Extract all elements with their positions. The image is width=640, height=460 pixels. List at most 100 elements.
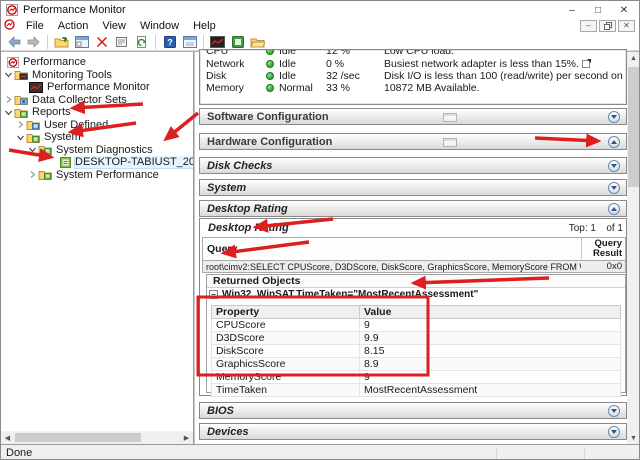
table-row: CPU Idle 12 % Low CPU load. bbox=[206, 49, 455, 58]
scroll-up-icon[interactable]: ▲ bbox=[630, 55, 637, 62]
maximize-button[interactable]: □ bbox=[594, 4, 602, 16]
help-icon[interactable]: ? bbox=[161, 34, 178, 50]
perfmon-node-icon bbox=[7, 56, 19, 68]
collapse-toggle-icon[interactable] bbox=[608, 111, 620, 123]
back-icon[interactable] bbox=[5, 34, 22, 50]
open-folder-icon[interactable] bbox=[249, 34, 266, 50]
collapse-toggle-icon[interactable] bbox=[608, 160, 620, 172]
menu-help[interactable]: Help bbox=[193, 20, 216, 32]
chevron-expanded-icon[interactable] bbox=[3, 70, 14, 79]
menu-window[interactable]: Window bbox=[139, 20, 180, 32]
property-table: Property Value CPUScore 9 D3DScore 9.9 Dis… bbox=[211, 305, 621, 397]
section-bios[interactable]: BIOS bbox=[199, 402, 627, 419]
chevron-collapsed-icon[interactable] bbox=[15, 120, 26, 129]
winsat-object-label: Win32_WinSAT.TimeTaken="MostRecentAssess… bbox=[222, 289, 479, 300]
desktop-rating-report: Desktop Rating Top: 1 of 1 Query Query R… bbox=[199, 218, 627, 397]
system-folder-icon bbox=[26, 132, 40, 143]
tree-item-system-performance[interactable]: System Performance bbox=[1, 169, 193, 182]
table-row: DiskScore 8.15 bbox=[211, 344, 621, 358]
mdi-minimize-button[interactable]: – bbox=[580, 20, 597, 32]
collapse-toggle-icon[interactable] bbox=[608, 203, 620, 215]
chevron-collapsed-icon[interactable] bbox=[3, 95, 14, 104]
perfmon-app-icon bbox=[6, 4, 18, 16]
performance-display-icon[interactable] bbox=[209, 34, 226, 50]
toolbar-separator bbox=[203, 34, 204, 49]
table-grid-icon bbox=[443, 113, 457, 122]
top-count-label[interactable]: Top: 1 bbox=[568, 223, 596, 234]
status-green-icon bbox=[266, 71, 274, 80]
performance-monitor-icon bbox=[29, 81, 43, 93]
svg-text:?: ? bbox=[167, 37, 173, 47]
mdi-close-button[interactable]: ✕ bbox=[618, 20, 635, 32]
menu-bar: File Action View Window Help bbox=[1, 19, 639, 33]
scrollbar-thumb[interactable] bbox=[628, 67, 639, 187]
table-row: Disk Idle 32 /sec Disk I/O is less than … bbox=[206, 69, 626, 82]
tree-horizontal-scrollbar[interactable]: ◀ ▶ bbox=[1, 431, 193, 444]
query-text: root\cimv2:SELECT CPUScore, D3DScore, Di… bbox=[206, 261, 581, 272]
tree-item-report-node[interactable]: DESKTOP-TABIUST_20190924-0 bbox=[1, 156, 193, 169]
user-defined-folder-icon bbox=[26, 119, 40, 131]
section-software-configuration[interactable]: Software Configuration bbox=[199, 108, 627, 125]
section-desktop-rating[interactable]: Desktop Rating bbox=[199, 200, 627, 217]
scroll-left-icon[interactable]: ◀ bbox=[4, 434, 11, 442]
status-green-icon bbox=[266, 59, 274, 68]
collapse-toggle-icon[interactable] bbox=[608, 136, 620, 148]
tree-item-system-diagnostics[interactable]: System Diagnostics bbox=[1, 144, 193, 157]
refresh-icon[interactable] bbox=[133, 34, 150, 50]
tree-item-performance-monitor[interactable]: Performance Monitor bbox=[1, 81, 193, 94]
scroll-right-icon[interactable]: ▶ bbox=[183, 434, 190, 442]
returned-objects-label: Returned Objects bbox=[207, 275, 625, 288]
console-tree: Performance Monitoring Tools Performance… bbox=[1, 52, 194, 445]
query-row: root\cimv2:SELECT CPUScore, D3DScore, Di… bbox=[203, 261, 625, 272]
tree-item-monitoring-tools[interactable]: Monitoring Tools bbox=[1, 69, 193, 82]
properties-icon[interactable] bbox=[113, 34, 130, 50]
report-vertical-scrollbar[interactable]: ▲ ▼ bbox=[627, 52, 639, 445]
up-level-icon[interactable] bbox=[53, 34, 70, 50]
section-system[interactable]: System bbox=[199, 179, 627, 196]
console-tree-icon[interactable] bbox=[73, 34, 90, 50]
menu-action[interactable]: Action bbox=[57, 20, 89, 32]
chevron-expanded-icon[interactable] bbox=[15, 133, 26, 142]
delete-icon[interactable] bbox=[93, 34, 110, 50]
chevron-expanded-icon[interactable] bbox=[3, 108, 14, 117]
statusbar-divider bbox=[584, 447, 585, 459]
collapse-toggle-icon[interactable] bbox=[608, 426, 620, 438]
reports-folder-icon bbox=[14, 107, 28, 118]
section-disk-checks[interactable]: Disk Checks bbox=[199, 157, 627, 174]
table-row: TimeTaken MostRecentAssessment bbox=[211, 383, 621, 397]
query-result-value: 0x0 bbox=[606, 261, 622, 272]
chevron-collapsed-icon[interactable] bbox=[27, 170, 38, 179]
tree-item-user-defined[interactable]: User Defined bbox=[1, 119, 193, 132]
start-collector-icon[interactable] bbox=[229, 34, 246, 50]
chevron-expanded-icon[interactable] bbox=[27, 145, 38, 154]
section-hardware-configuration[interactable]: Hardware Configuration bbox=[199, 133, 627, 150]
perfmon-mdi-icon bbox=[4, 19, 15, 33]
section-devices[interactable]: Devices bbox=[199, 423, 627, 440]
mdi-restore-button[interactable] bbox=[599, 20, 616, 32]
collapse-minus-icon[interactable]: − bbox=[209, 290, 218, 299]
forward-icon[interactable] bbox=[25, 34, 42, 50]
menu-file[interactable]: File bbox=[26, 20, 44, 32]
collapse-toggle-icon[interactable] bbox=[608, 405, 620, 417]
tree-item-performance[interactable]: Performance bbox=[1, 56, 193, 69]
details-popup-icon[interactable] bbox=[581, 58, 591, 68]
resource-overview-table: CPU Idle 12 % Low CPU load. Network Idle… bbox=[199, 49, 627, 105]
scrollbar-thumb[interactable] bbox=[15, 433, 141, 442]
tree-item-system[interactable]: System bbox=[1, 131, 193, 144]
tree-item-reports[interactable]: Reports bbox=[1, 106, 193, 119]
tree-item-data-collector-sets[interactable]: Data Collector Sets bbox=[1, 94, 193, 107]
close-button[interactable]: ✕ bbox=[619, 4, 629, 16]
desktop-rating-title: Desktop Rating bbox=[208, 222, 289, 234]
report-document-icon bbox=[60, 156, 71, 168]
table-row: Memory Normal 33 % 10872 MB Available. bbox=[206, 82, 480, 95]
value-column-header: Value bbox=[359, 305, 621, 319]
collapse-toggle-icon[interactable] bbox=[608, 182, 620, 194]
minimize-button[interactable]: – bbox=[569, 4, 575, 16]
status-green-icon bbox=[266, 50, 274, 56]
data-collector-sets-folder-icon bbox=[14, 94, 28, 106]
scroll-down-icon[interactable]: ▼ bbox=[630, 435, 637, 442]
window-icon[interactable] bbox=[181, 34, 198, 50]
table-grid-icon bbox=[443, 138, 457, 147]
menu-view[interactable]: View bbox=[102, 20, 126, 32]
system-diagnostics-folder-icon bbox=[38, 144, 52, 156]
